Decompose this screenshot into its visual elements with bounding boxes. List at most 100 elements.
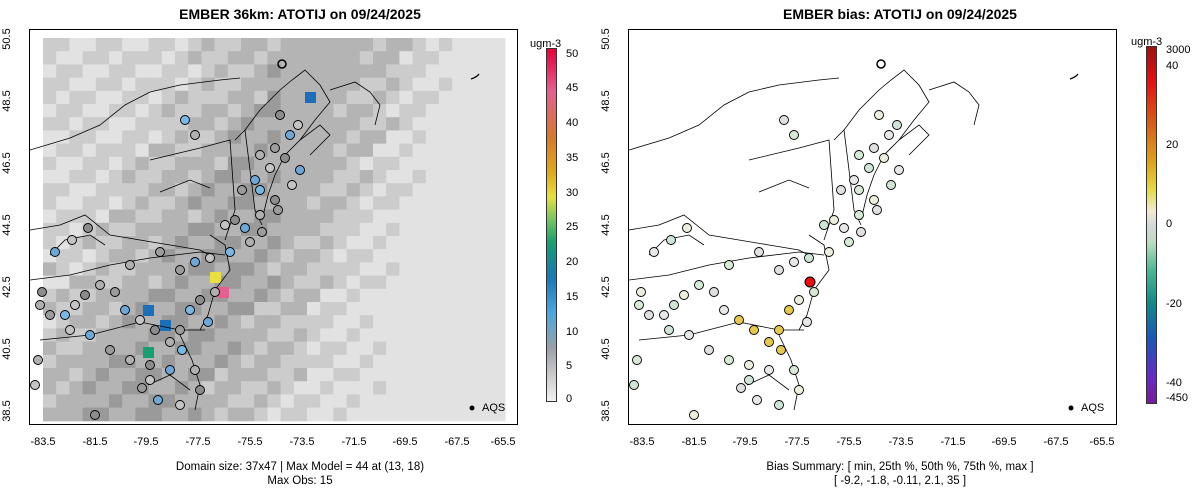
- bias-site-marker: [794, 295, 804, 305]
- model-grid-cell: [293, 209, 308, 224]
- model-grid-cell: [109, 209, 123, 224]
- model-grid-cell: [307, 209, 321, 224]
- model-grid-cell: [465, 64, 480, 79]
- bias-site-marker: [854, 210, 864, 220]
- aqs-site-marker: [145, 375, 155, 385]
- model-grid-cell: [280, 117, 295, 131]
- model-grid-cell: [95, 407, 110, 422]
- model-grid-cell: [43, 77, 57, 92]
- model-grid-cell: [293, 130, 308, 145]
- model-grid-cell: [293, 262, 308, 277]
- model-grid-cell: [148, 77, 163, 92]
- model-grid-cell: [439, 170, 453, 184]
- bias-site-marker: [802, 317, 812, 327]
- model-grid-cell: [135, 288, 150, 303]
- model-grid-cell: [214, 315, 229, 329]
- model-grid-cell: [201, 130, 216, 145]
- bias-site-marker: [869, 195, 879, 205]
- model-grid-cell: [320, 236, 334, 250]
- model-grid-cell: [267, 262, 282, 277]
- model-grid-cell: [491, 104, 506, 118]
- model-grid-cell: [452, 143, 466, 158]
- bias-site-marker: [734, 315, 744, 325]
- model-grid-cell: [478, 394, 493, 409]
- model-grid-cell: [359, 51, 374, 65]
- model-grid-cell: [109, 64, 123, 79]
- model-grid-cell: [161, 170, 176, 184]
- model-grid-cell: [227, 302, 242, 316]
- model-grid-cell: [161, 196, 176, 211]
- bias-site-marker: [829, 215, 839, 225]
- model-grid-cell: [307, 288, 321, 303]
- model-grid-cell: [214, 249, 229, 263]
- model-grid-cell: [439, 394, 453, 409]
- model-grid-cell: [201, 90, 216, 105]
- model-grid-cell: [399, 315, 414, 329]
- model-grid-cell: [399, 130, 414, 145]
- aqs-site-marker: [210, 287, 220, 297]
- bias-site-marker: [749, 325, 759, 335]
- model-grid-cell: [452, 183, 466, 197]
- model-grid-cell: [439, 288, 453, 303]
- model-grid-cell: [307, 368, 321, 382]
- aqs-site-marker: [270, 143, 280, 153]
- model-grid-cell: [227, 288, 242, 303]
- model-grid-cell: [478, 262, 493, 277]
- model-grid-cell: [386, 368, 400, 382]
- model-grid-cell: [109, 315, 123, 329]
- model-grid-cell: [320, 288, 334, 303]
- model-grid-cell: [161, 64, 176, 79]
- model-grid-cell: [333, 288, 348, 303]
- bias-site-marker: [679, 290, 689, 300]
- model-grid-cell: [307, 77, 321, 92]
- model-grid-cell: [491, 302, 506, 316]
- model-grid-cell: [333, 381, 348, 395]
- model-grid-cell: [227, 275, 242, 290]
- model-grid-cell: [161, 90, 176, 105]
- model-grid-cell: [359, 368, 374, 382]
- model-grid-cell: [293, 51, 308, 65]
- bias-site-marker: [724, 260, 734, 270]
- model-grid-cell: [399, 209, 414, 224]
- model-grid-cell: [227, 315, 242, 329]
- model-grid-cell: [109, 381, 123, 395]
- model-grid-cell: [43, 183, 57, 197]
- model-grid-cell: [135, 130, 150, 145]
- model-grid-cell: [320, 328, 334, 343]
- model-grid-cell: [82, 249, 97, 263]
- model-grid-cell: [373, 262, 387, 277]
- model-grid-cell: [175, 143, 189, 158]
- model-grid-cell: [280, 90, 295, 105]
- model-grid-cell: [333, 394, 348, 409]
- model-grid-cell: [439, 51, 453, 65]
- model-grid-cell: [373, 394, 387, 409]
- bias-sites-layer: [629, 110, 904, 420]
- model-grid-cell: [95, 51, 110, 65]
- model-grid-cell: [43, 51, 57, 65]
- model-grid-cell: [56, 156, 70, 171]
- model-grid-cell: [69, 407, 84, 422]
- model-grid-cell: [109, 249, 123, 263]
- model-grid-cell: [188, 38, 202, 52]
- model-grid-cell: [320, 262, 334, 277]
- bias-site-marker: [649, 247, 659, 257]
- model-grid-cell: [135, 64, 150, 79]
- model-grid-cell: [210, 272, 221, 283]
- model-grid-cell: [241, 328, 255, 343]
- model-grid-cell: [201, 394, 216, 409]
- bias-site-marker: [856, 227, 866, 237]
- model-grid-cell: [82, 170, 97, 184]
- model-grid-cell: [148, 51, 163, 65]
- model-grid-cell: [254, 394, 268, 409]
- aqs-site-marker: [230, 215, 240, 225]
- bias-site-marker: [879, 153, 889, 163]
- aqs-site-marker: [220, 220, 230, 230]
- model-grid-cell: [267, 302, 282, 316]
- model-grid-cell: [452, 130, 466, 145]
- model-grid-cell: [439, 209, 453, 224]
- model-grid-cell: [69, 77, 84, 92]
- model-grid-cell: [122, 104, 136, 118]
- model-grid-cell: [373, 90, 387, 105]
- model-grid-cell: [333, 328, 348, 343]
- bias-site-marker: [809, 287, 819, 297]
